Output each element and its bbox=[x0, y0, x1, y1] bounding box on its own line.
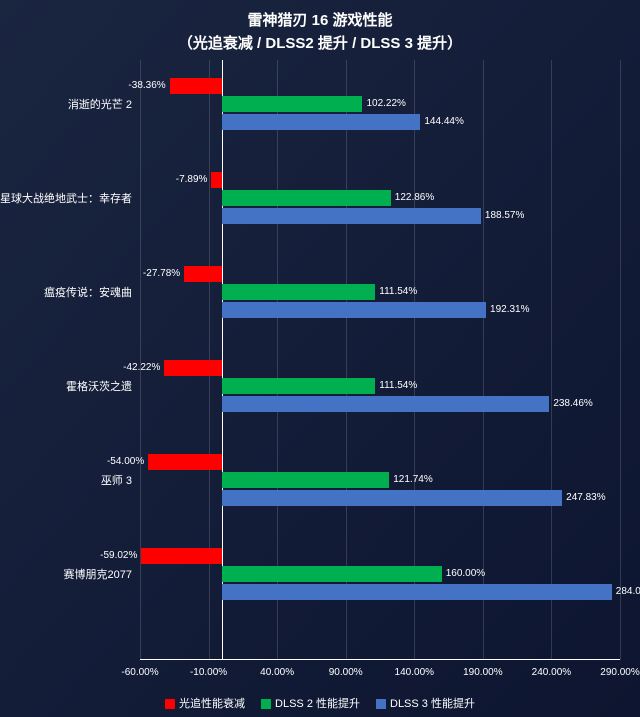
x-tick-label: 140.00% bbox=[395, 667, 434, 678]
bar-dlss3 bbox=[222, 490, 562, 506]
title-line-1: 雷神猎刃 16 游戏性能 bbox=[0, 10, 640, 33]
bar-dlss2 bbox=[222, 378, 375, 394]
bar-value-label: 144.44% bbox=[424, 116, 463, 127]
bar-rt bbox=[141, 548, 222, 564]
legend-label: 光追性能衰减 bbox=[179, 698, 245, 710]
bar-value-label: 111.54% bbox=[379, 380, 417, 391]
bar-value-label: -38.36% bbox=[128, 80, 165, 91]
x-tick-label: 290.00% bbox=[600, 667, 639, 678]
bar-rt bbox=[164, 360, 222, 376]
chart-title: 雷神猎刃 16 游戏性能 （光追衰减 / DLSS2 提升 / DLSS 3 提… bbox=[0, 0, 640, 55]
grid-line bbox=[551, 60, 552, 660]
bar-rt bbox=[184, 266, 222, 282]
bar-dlss3 bbox=[222, 396, 549, 412]
bar-value-label: 121.74% bbox=[393, 474, 432, 485]
category-label: 星球大战绝地武士：幸存者 bbox=[0, 190, 132, 206]
category-label: 消逝的光芒 2 bbox=[0, 96, 132, 112]
bar-value-label: 111.54% bbox=[379, 286, 417, 297]
legend: 光追性能衰减 DLSS 2 性能提升 DLSS 3 性能提升 bbox=[0, 695, 640, 711]
bar-value-label: 238.46% bbox=[553, 398, 592, 409]
x-tick-label: -60.00% bbox=[121, 667, 158, 678]
category-axis: 消逝的光芒 2 星球大战绝地武士：幸存者瘟疫传说：安魂曲霍格沃茨之遗巫师 3 赛博朋… bbox=[0, 60, 136, 660]
bar-rt bbox=[211, 172, 222, 188]
bar-value-label: 192.31% bbox=[490, 304, 529, 315]
x-axis-line bbox=[140, 659, 620, 660]
bar-dlss2 bbox=[222, 566, 441, 582]
title-line-2: （光追衰减 / DLSS2 提升 / DLSS 3 提升） bbox=[0, 33, 640, 56]
grid-line bbox=[620, 60, 621, 660]
bar-value-label: -7.89% bbox=[176, 174, 208, 185]
bar-value-label: 160.00% bbox=[446, 568, 485, 579]
bar-value-label: -42.22% bbox=[123, 362, 160, 373]
category-label: 瘟疫传说：安魂曲 bbox=[0, 284, 132, 300]
bar-dlss2 bbox=[222, 472, 389, 488]
bar-value-label: -27.78% bbox=[143, 268, 180, 279]
bar-value-label: 102.22% bbox=[366, 98, 405, 109]
bar-value-label: -59.02% bbox=[100, 550, 137, 561]
grid-line bbox=[140, 60, 141, 660]
category-label: 霍格沃茨之遗 bbox=[0, 378, 132, 394]
bar-dlss2 bbox=[222, 190, 390, 206]
legend-label: DLSS 2 性能提升 bbox=[275, 698, 360, 710]
legend-label: DLSS 3 性能提升 bbox=[390, 698, 475, 710]
performance-chart: 雷神猎刃 16 游戏性能 （光追衰减 / DLSS2 提升 / DLSS 3 提… bbox=[0, 0, 640, 717]
plot-area: -60.00%-10.00%40.00%90.00%140.00%190.00%… bbox=[140, 60, 620, 660]
bar-value-label: -54.00% bbox=[107, 456, 144, 467]
x-tick-label: 190.00% bbox=[463, 667, 502, 678]
legend-swatch bbox=[165, 699, 175, 709]
legend-item-rt: 光追性能衰减 bbox=[165, 695, 245, 711]
legend-item-dlss2: DLSS 2 性能提升 bbox=[261, 695, 360, 711]
category-label: 赛博朋克2077 bbox=[0, 566, 132, 582]
category-label: 巫师 3 bbox=[0, 472, 132, 488]
bar-dlss3 bbox=[222, 208, 481, 224]
bar-dlss2 bbox=[222, 284, 375, 300]
x-tick-label: 90.00% bbox=[329, 667, 363, 678]
x-tick-label: 240.00% bbox=[532, 667, 571, 678]
bar-rt bbox=[170, 78, 223, 94]
legend-swatch bbox=[261, 699, 271, 709]
bar-dlss3 bbox=[222, 114, 420, 130]
legend-swatch bbox=[376, 699, 386, 709]
legend-item-dlss3: DLSS 3 性能提升 bbox=[376, 695, 475, 711]
bar-value-label: 188.57% bbox=[485, 210, 524, 221]
x-tick-label: -10.00% bbox=[190, 667, 227, 678]
bar-value-label: 247.83% bbox=[566, 492, 605, 503]
bar-dlss2 bbox=[222, 96, 362, 112]
bar-rt bbox=[148, 454, 222, 470]
bar-value-label: 122.86% bbox=[395, 192, 434, 203]
x-tick-label: 40.00% bbox=[260, 667, 294, 678]
bar-dlss3 bbox=[222, 584, 611, 600]
bar-dlss3 bbox=[222, 302, 486, 318]
bar-value-label: 284.00% bbox=[616, 586, 640, 597]
